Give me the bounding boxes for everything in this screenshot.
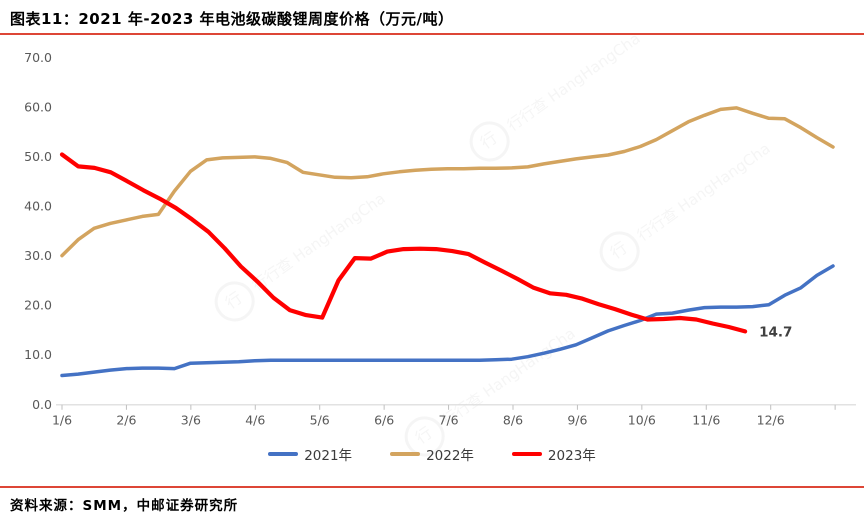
- y-axis-tick-label: 60.0: [24, 99, 52, 114]
- x-axis-tick-label: 9/6: [567, 412, 587, 427]
- y-axis-tick-label: 50.0: [24, 149, 52, 164]
- legend-item-2023年: 2023年: [511, 444, 596, 464]
- y-axis-tick-label: 10.0: [24, 347, 52, 362]
- legend-item-2022年: 2022年: [390, 444, 474, 464]
- x-axis-tick-label: 8/6: [503, 412, 523, 427]
- x-axis-tick-label: 4/6: [245, 412, 265, 427]
- y-axis-tick-label: 40.0: [24, 199, 52, 214]
- legend-swatch: [511, 452, 542, 456]
- y-axis-tick-label: 0.0: [32, 397, 52, 412]
- legend-label: 2021年: [304, 448, 353, 464]
- footer-divider: [0, 486, 864, 488]
- x-axis-tick-label: 1/6: [52, 412, 72, 427]
- legend-label: 2022年: [426, 448, 474, 464]
- chart-title: 图表11：2021 年-2023 年电池级碳酸锂周度价格（万元/吨）: [10, 10, 454, 28]
- series-line-2023年: [59, 152, 748, 334]
- title-divider: [0, 33, 864, 35]
- legend-swatch: [268, 452, 299, 456]
- x-axis-tick-label: 6/6: [374, 412, 394, 427]
- chart-legend: 2021年 2022年 2023年: [0, 444, 864, 464]
- line-chart-plot-area: 0.0 10.0 20.0 30.0 40.0 50.0 60.0 70.0 1/6 2/6 3/6…: [24, 50, 856, 427]
- data-source-note: 资料来源：SMM，中邮证券研究所: [10, 498, 239, 514]
- series-line-2022年: [60, 106, 835, 258]
- y-axis-tick-label: 30.0: [24, 248, 52, 263]
- x-axis-tick-label: 12/6: [757, 412, 785, 427]
- x-axis-tick-label: 10/6: [628, 412, 656, 427]
- x-axis-tick-label: 7/6: [439, 412, 459, 427]
- series-line-2021年: [60, 264, 835, 378]
- x-axis-tick-label: 11/6: [692, 412, 720, 427]
- x-axis-tick-label: 5/6: [310, 412, 330, 427]
- x-axis-tick-label: 2/6: [116, 412, 136, 427]
- y-axis-tick-label: 20.0: [24, 298, 52, 313]
- series-end-value-label: 14.7: [759, 324, 792, 340]
- legend-label: 2023年: [547, 448, 596, 464]
- x-axis-tick-label: 3/6: [181, 412, 201, 427]
- legend-item-2021年: 2021年: [268, 444, 352, 464]
- legend-swatch: [390, 452, 421, 456]
- y-axis-tick-label: 70.0: [24, 50, 52, 65]
